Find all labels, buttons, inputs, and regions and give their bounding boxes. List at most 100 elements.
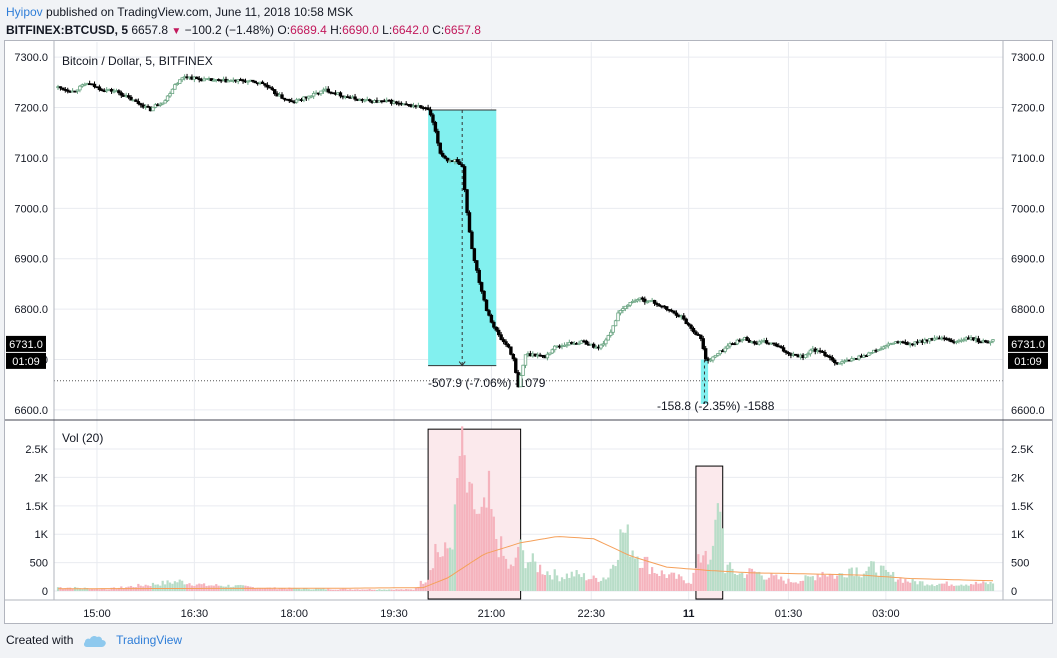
price-tick-label-right: 7200.0 [1011, 103, 1045, 115]
candle-body [864, 355, 869, 357]
volume-bar [271, 588, 274, 591]
volume-bar [707, 564, 710, 591]
low-value: 6642.0 [392, 23, 429, 37]
volume-bar [137, 583, 140, 591]
volume-bar [178, 579, 181, 591]
candle-body [195, 76, 199, 80]
volume-bar [468, 481, 471, 591]
time-tick-label: 01:30 [775, 608, 803, 620]
current-price-box-left [6, 335, 46, 352]
candle-body [584, 340, 589, 345]
candle-body [168, 93, 172, 97]
candle-body [774, 343, 778, 347]
range-markers: -507.9 (-7.06%) -1079 -158.8 (-2.35%) -15… [54, 109, 1003, 413]
symbol-legend: BITFINEX:BTCUSD, 5 6657.8 ▼ −100.2 (−1.4… [6, 21, 481, 41]
volume-bar [909, 582, 912, 591]
candle-body [837, 362, 842, 365]
volume-tick-label-right: 0 [1011, 586, 1017, 598]
volume-bar [458, 455, 461, 591]
volume-bar [558, 581, 561, 591]
volume-bar [977, 583, 980, 591]
candle-body [66, 89, 70, 92]
volume-bar [860, 577, 863, 591]
candle-body [165, 95, 170, 102]
grid-lines [54, 42, 1003, 600]
axes: 7300.0 7300.0 7200.0 7200.0 7100.0 7100.0 7000… [5, 41, 1052, 620]
volume-bar [161, 580, 164, 591]
volume-bar [419, 580, 422, 591]
price-tick-label-right: 7300.0 [1011, 52, 1045, 64]
candle-body [813, 348, 817, 352]
volume-bar [724, 573, 727, 591]
publish-info: published on TradingView.com, June 11, 2… [46, 5, 354, 19]
volume-bar [61, 588, 64, 591]
footer: Created with TradingView [6, 631, 182, 649]
countdown-label-right: 01:09 [1014, 356, 1042, 368]
volume-bar [441, 556, 444, 591]
created-with-label: Created with [6, 633, 74, 647]
candle-body [465, 189, 469, 214]
candle-body [725, 345, 730, 349]
range-label-large: -507.9 (-7.06%) -1079 [428, 376, 546, 390]
volume-bar [215, 584, 218, 591]
volume-bar [361, 589, 364, 591]
candle-body [273, 89, 277, 95]
volume-bar [923, 585, 926, 591]
volume-bar [100, 588, 103, 591]
volume-bar [358, 589, 362, 591]
author-link[interactable]: Hyipov [6, 5, 43, 19]
volume-bar [295, 588, 298, 591]
volume-bar [792, 582, 795, 591]
volume-bar [879, 565, 883, 591]
volume-bar [524, 568, 527, 591]
volume-tick-label-right: 500 [1011, 558, 1029, 570]
volume-bar [565, 573, 568, 591]
candle-body [462, 166, 467, 191]
candle-body [270, 87, 274, 90]
candle-body [287, 99, 292, 102]
volume-bar [660, 570, 663, 591]
volume-bar [767, 577, 771, 591]
volume-tick-label-left: 2.5K [25, 444, 48, 456]
volume-bar [580, 577, 583, 591]
volume-bar [500, 536, 503, 591]
candle-body [781, 347, 786, 352]
volume-bar [86, 587, 89, 591]
volume-bar [290, 588, 293, 591]
tradingview-link[interactable]: TradingView [116, 633, 183, 647]
candle-body [643, 298, 647, 303]
chart-frame[interactable] [4, 40, 1053, 624]
volume-bar [400, 589, 403, 591]
candle-body [723, 347, 727, 352]
volume-bar [507, 568, 510, 591]
volume-bar [90, 588, 94, 591]
volume-bar [456, 478, 459, 591]
volume-bar [402, 589, 405, 591]
candle-body [947, 338, 951, 341]
volume-bar [551, 579, 554, 591]
volume-bar [702, 555, 705, 591]
volume-bar [173, 581, 176, 591]
candle-body [75, 89, 80, 92]
volume-bar [256, 587, 259, 591]
volume-bar [865, 571, 868, 591]
price-tick-label-right: 6600.0 [1011, 405, 1045, 417]
volume-bar [882, 565, 885, 591]
candle-body [504, 341, 508, 345]
candle-body [433, 121, 438, 132]
volume-bar [280, 588, 284, 591]
price-tick-label-left: 6600.0 [14, 405, 48, 417]
candle-body [158, 103, 162, 106]
volume-bar [531, 553, 534, 591]
volume-bar [787, 578, 790, 591]
volume-bar [144, 584, 147, 591]
volume-bar [453, 504, 456, 591]
volume-bar [948, 585, 951, 591]
candle-body [479, 282, 484, 292]
volume-bar [363, 589, 366, 591]
symbol-ticker[interactable]: BITFINEX:BTCUSD, 5 [6, 23, 129, 37]
candle-body [501, 339, 506, 343]
volume-bar [570, 571, 573, 591]
volume-bar [329, 589, 332, 591]
